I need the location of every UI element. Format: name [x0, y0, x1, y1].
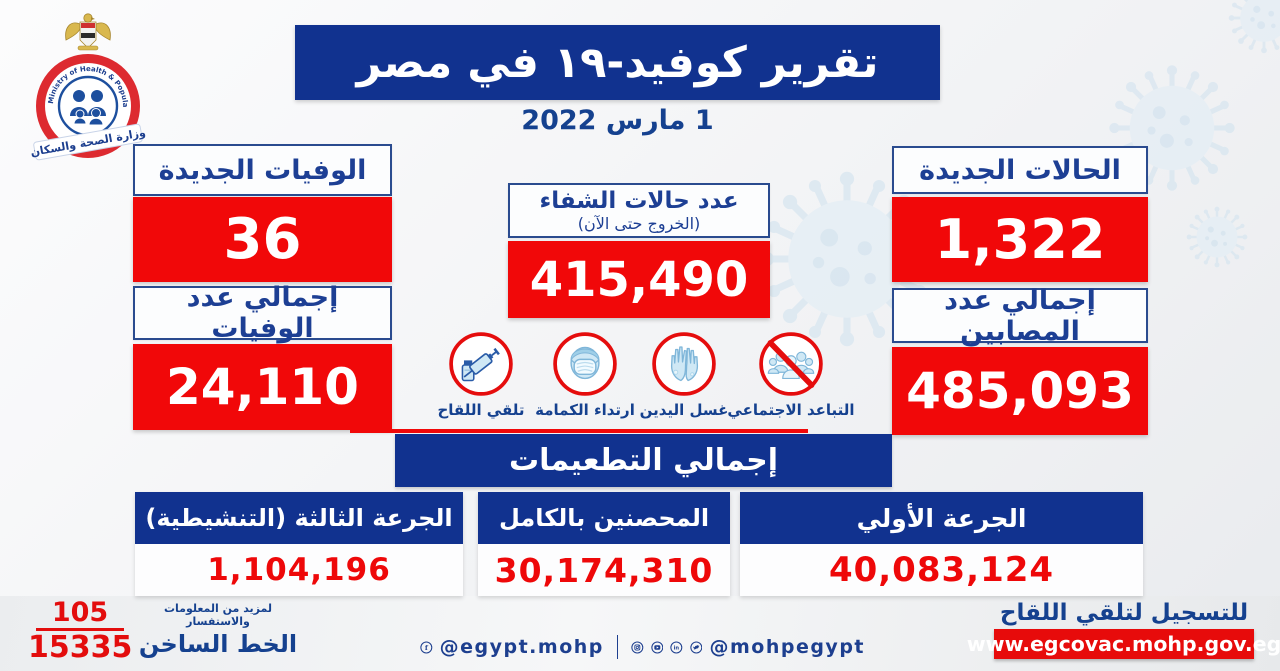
dose-label: الجرعة الثالثة (التنشيطية) — [135, 492, 463, 544]
dose-label: الجرعة الأولي — [740, 492, 1143, 544]
dose-value: 1,104,196 — [135, 544, 463, 596]
twitter-icon[interactable] — [690, 635, 703, 660]
dose-value: 40,083,124 — [740, 544, 1143, 596]
family-icon — [70, 90, 106, 126]
eagle-icon — [65, 13, 111, 51]
social-distancing-icon — [759, 332, 823, 396]
new-deaths-value: 36 — [133, 197, 392, 282]
precaution-label: تلقي اللقاح — [437, 401, 525, 419]
dose-value: 30,174,310 — [478, 544, 730, 596]
ministry-logo: Ministry of Health & Population وزارة ال… — [26, 4, 148, 170]
dose-box-first: الجرعة الأولي 40,083,124 — [740, 492, 1143, 596]
hand-washing-icon — [652, 332, 716, 396]
report-date: 1 مارس 2022 — [521, 105, 714, 136]
precaution-label: ارتداء الكمامة — [535, 401, 635, 419]
social-handle[interactable]: @mohpegypt — [709, 636, 866, 658]
precaution-item: غسل اليدين — [623, 331, 745, 419]
precaution-label: غسل اليدين — [639, 401, 729, 419]
precaution-item: التباعد الاجتماعي — [726, 331, 856, 419]
recovered-sublabel: (الخروج حتى الآن) — [577, 214, 701, 233]
svg-text:in: in — [674, 645, 680, 651]
total-deaths-label: إجمالي عدد الوفيات — [133, 282, 392, 344]
social-divider — [616, 635, 618, 659]
instagram-icon[interactable] — [631, 635, 644, 660]
register-block: للتسجيل لتلقي اللقاح www.egcovac.mohp.go… — [967, 600, 1280, 659]
hotline-text: لمزيد من المعلومات والاستفسار الخط الساخ… — [132, 602, 304, 658]
vaccination-banner: إجمالي التطعيمات — [395, 434, 892, 487]
total-cases-value: 485,093 — [892, 347, 1148, 435]
new-deaths-label: الوفيات الجديدة — [133, 144, 392, 196]
dose-box-full: المحصنين بالكامل 30,174,310 — [478, 492, 730, 596]
precaution-item: تلقي اللقاح — [420, 331, 542, 419]
linkedin-icon[interactable]: in — [670, 635, 683, 660]
svg-text:f: f — [425, 644, 429, 652]
hotline-long-number: 15335 — [28, 630, 133, 665]
page-title: تقرير كوفيد-١٩ في مصر — [295, 25, 940, 100]
hotline-numbers: 105 15335 — [28, 599, 132, 663]
hotline-divider — [36, 628, 124, 631]
social-bar: f @egypt.mohp in @mohpegypt — [420, 630, 865, 664]
face-mask-icon — [553, 332, 617, 396]
register-url[interactable]: www.egcovac.mohp.gov.eg — [967, 629, 1280, 659]
recovered-value: 415,490 — [508, 241, 770, 318]
recovered-label-box: عدد حالات الشفاء (الخروج حتى الآن) — [508, 183, 770, 238]
virus-decoration — [1186, 206, 1248, 268]
precaution-label: التباعد الاجتماعي — [727, 401, 855, 419]
total-cases-label: إجمالي عدد المصابين — [892, 285, 1148, 347]
new-cases-label: الحالات الجديدة — [892, 146, 1148, 194]
hotline-info: لمزيد من المعلومات والاستفسار — [163, 602, 273, 628]
dose-label: المحصنين بالكامل — [478, 492, 730, 544]
red-accent-line — [350, 429, 808, 433]
facebook-icon[interactable]: f — [420, 635, 433, 660]
hotline-short-number: 105 — [51, 597, 109, 628]
virus-decoration — [1228, 0, 1280, 54]
new-cases-value: 1,322 — [892, 197, 1148, 282]
dose-box-third: الجرعة الثالثة (التنشيطية) 1,104,196 — [135, 492, 463, 596]
youtube-icon[interactable] — [650, 635, 664, 660]
vaccine-icon — [449, 332, 513, 396]
recovered-label: عدد حالات الشفاء — [539, 188, 739, 214]
precaution-item: ارتداء الكمامة — [524, 331, 646, 419]
total-deaths-value: 24,110 — [133, 344, 392, 430]
register-label: للتسجيل لتلقي اللقاح — [999, 600, 1249, 626]
facebook-handle[interactable]: @egypt.mohp — [439, 636, 604, 658]
hotline-label: الخط الساخن — [138, 630, 298, 658]
